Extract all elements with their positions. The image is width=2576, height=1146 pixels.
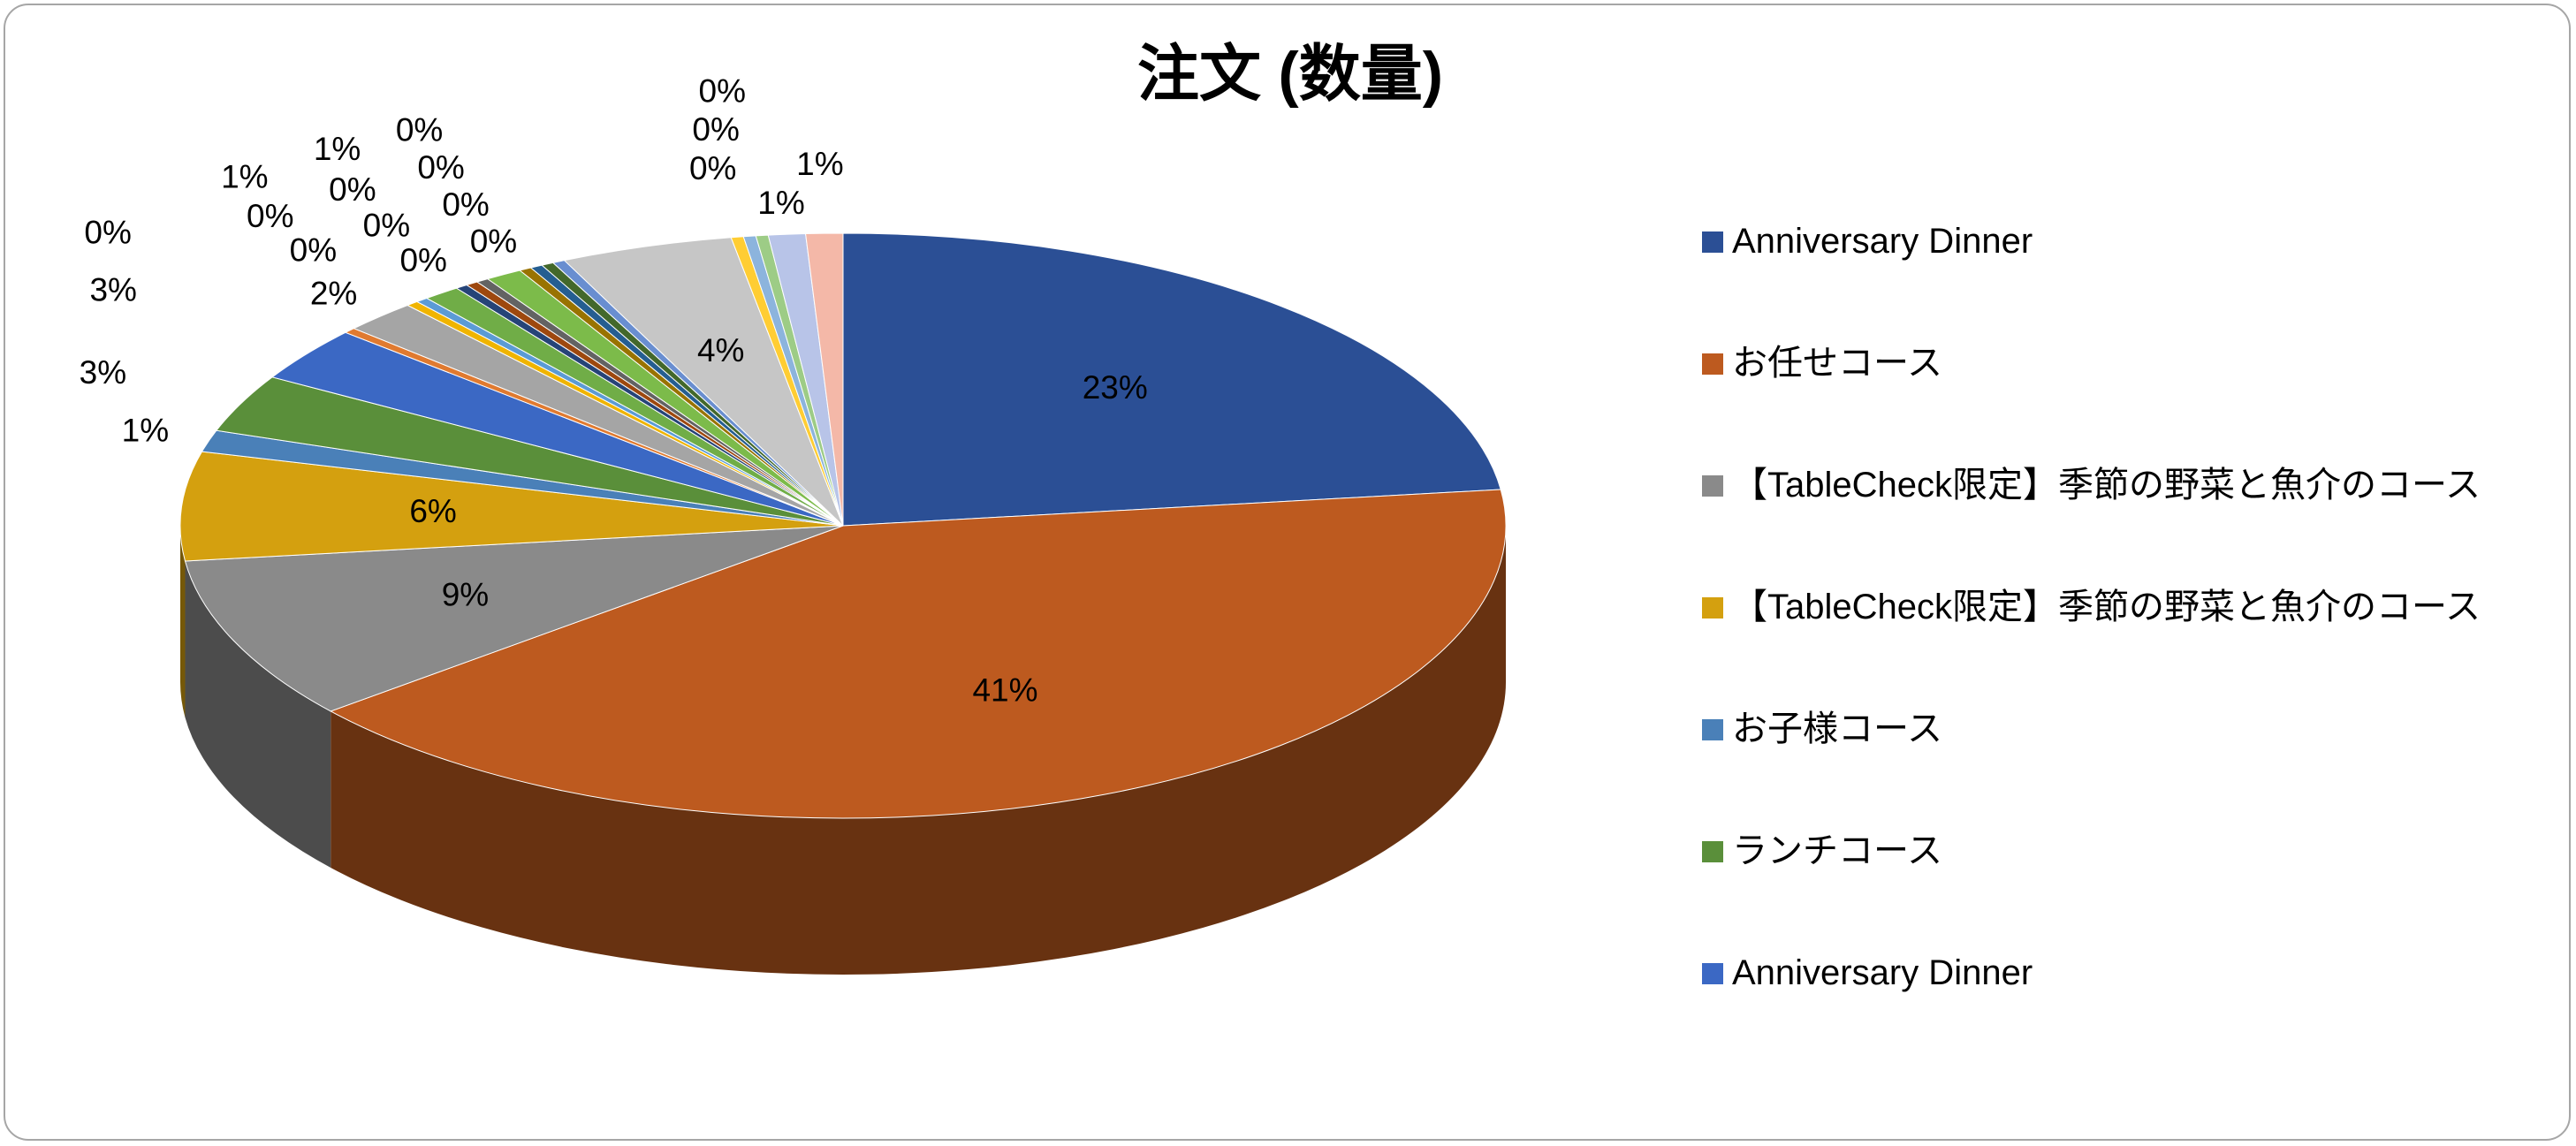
data-label: 3% (89, 272, 136, 308)
legend-swatch (1702, 963, 1723, 984)
legend-label: Anniversary Dinner (1732, 222, 2033, 261)
legend-swatch (1702, 475, 1723, 497)
data-label: 0% (363, 207, 410, 243)
data-label: 4% (697, 332, 744, 368)
data-label: 1% (314, 131, 361, 167)
data-label: 0% (470, 223, 517, 259)
slice (563, 237, 844, 527)
data-label: 0% (417, 149, 464, 186)
legend-item: お子様コース (1702, 698, 2550, 820)
legend-swatch (1702, 353, 1723, 375)
data-label: 0% (399, 242, 446, 278)
data-label: 9% (442, 576, 489, 612)
data-label: 0% (247, 198, 293, 234)
data-label: 0% (689, 150, 736, 186)
legend-item: 【TableCheck限定】季節の野菜と魚介のコース (1702, 576, 2550, 698)
legend-label: Anniversary Dinner (1732, 953, 2033, 992)
side-layer (180, 526, 1506, 975)
data-label: 0% (329, 171, 376, 208)
slice (805, 232, 844, 527)
legend-swatch (1702, 231, 1723, 253)
legend: Anniversary Dinner お任せコース【TableCheck限定】季節… (1702, 210, 2550, 1064)
legend-item: お任せコース (1702, 332, 2550, 454)
slice (329, 489, 1507, 819)
data-label: 0% (290, 231, 337, 268)
label-layer: 23%41%9%6%1%3%3%0%2%0%0%1%0%0%0%1%0%0%0%… (80, 72, 1148, 708)
data-label: 3% (80, 354, 126, 391)
slice-side (180, 526, 186, 717)
chart-title: 注文 (数量) (1137, 39, 1443, 108)
slice-side (331, 526, 1506, 975)
top-layer (179, 232, 1507, 819)
legend-label: 【TableCheck限定】季節の野菜と魚介のコース (1732, 588, 2481, 626)
legend-label: ランチコース (1732, 831, 1942, 870)
data-label: 0% (396, 111, 443, 148)
legend-item: 【TableCheck限定】季節の野菜と魚介のコース (1702, 454, 2550, 576)
data-label: 1% (757, 185, 804, 221)
legend-label: 【TableCheck限定】季節の野菜と魚介のコース (1732, 466, 2481, 505)
data-label: 1% (796, 146, 843, 182)
chart-frame (4, 4, 2571, 1141)
data-label: 23% (1083, 369, 1148, 406)
slice (842, 232, 1501, 527)
legend-label: お子様コース (1732, 710, 1942, 748)
data-label: 0% (442, 186, 489, 223)
data-label: 41% (972, 672, 1037, 708)
legend-item: Anniversary Dinner (1702, 210, 2550, 332)
slice-side (185, 560, 331, 868)
slice (184, 525, 844, 712)
data-label: 0% (84, 214, 131, 250)
data-label: 0% (699, 72, 746, 109)
data-label: 0% (692, 111, 739, 148)
legend-swatch (1702, 841, 1723, 862)
slice (179, 451, 844, 562)
legend-item: ランチコース (1702, 820, 2550, 942)
legend-swatch (1702, 597, 1723, 619)
data-label: 1% (122, 412, 169, 448)
data-label: 2% (310, 275, 357, 311)
legend-swatch (1702, 719, 1723, 740)
legend-item: Anniversary Dinner (1702, 942, 2550, 1064)
data-label: 1% (221, 158, 268, 194)
legend-label: お任せコース (1732, 344, 1942, 383)
data-label: 6% (409, 493, 456, 529)
